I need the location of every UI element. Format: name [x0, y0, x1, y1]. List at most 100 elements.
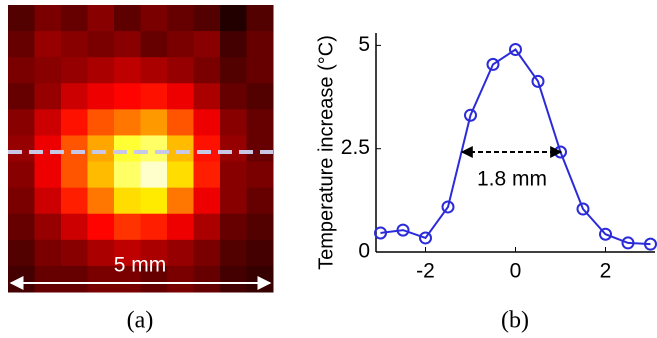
- heat-cell: [167, 83, 194, 110]
- line: [381, 50, 651, 245]
- heat-cell: [247, 188, 274, 215]
- heat-cell: [220, 5, 247, 32]
- fwhm-label: 1.8 mm: [477, 168, 547, 191]
- heat-cell: [247, 109, 274, 136]
- heat-cell: [220, 57, 247, 84]
- caption: (a): [127, 308, 154, 334]
- heat-cell: [35, 109, 62, 136]
- heat-cell: [194, 83, 221, 110]
- heat-cell: [8, 5, 35, 32]
- heat-cell: [194, 162, 221, 189]
- heat-cell: [61, 214, 88, 241]
- heat-cell: [114, 5, 141, 32]
- heat-cell: [220, 83, 247, 110]
- heat-cell: [167, 214, 194, 241]
- heat-cell: [8, 266, 35, 293]
- heat-cell: [88, 135, 115, 162]
- heat-cell: [141, 31, 168, 58]
- heat-cell: [220, 162, 247, 189]
- heat-cell: [141, 214, 168, 241]
- heat-cell: [35, 162, 62, 189]
- heat-cell: [220, 31, 247, 58]
- heat-cell: [8, 214, 35, 241]
- heat-cell: [61, 162, 88, 189]
- heat-cell: [194, 214, 221, 241]
- y-axis-label: Temperature increase (°C): [315, 35, 337, 270]
- heat-cell: [141, 57, 168, 84]
- heat-cell: [141, 5, 168, 32]
- heat-cell: [194, 5, 221, 32]
- heat-cell: [141, 109, 168, 136]
- heat-cell: [247, 31, 274, 58]
- y-tick-label: 0: [358, 240, 370, 263]
- heat-cell: [114, 83, 141, 110]
- heat-cell: [247, 266, 274, 293]
- figure: (a) (b) 5 mm02.55-202Temperature increas…: [0, 0, 657, 338]
- heat-cell: [35, 214, 62, 241]
- heat-cell: [114, 31, 141, 58]
- heat-cell: [114, 57, 141, 84]
- heat-cell: [114, 214, 141, 241]
- heat-cell: [114, 188, 141, 215]
- heat-cell: [88, 188, 115, 215]
- heat-cell: [220, 109, 247, 136]
- y-tick-label: 5: [358, 33, 370, 56]
- heat-cell: [167, 57, 194, 84]
- heat-cell: [141, 83, 168, 110]
- heat-cell: [167, 31, 194, 58]
- heat-cell: [61, 57, 88, 84]
- heat-cell: [88, 214, 115, 241]
- heat-cell: [88, 83, 115, 110]
- heat-cell: [167, 188, 194, 215]
- x-tick-label: 2: [600, 260, 612, 283]
- heat-cell: [114, 109, 141, 136]
- heat-cell: [141, 188, 168, 215]
- heat-cell: [8, 135, 35, 162]
- heat-cell: [35, 5, 62, 32]
- heat-cell: [61, 109, 88, 136]
- x-tick-label: -2: [416, 260, 435, 283]
- heat-cell: [35, 135, 62, 162]
- heat-cell: [141, 135, 168, 162]
- heat-cell: [88, 31, 115, 58]
- x-tick-label: 0: [510, 260, 522, 283]
- heat-cell: [220, 188, 247, 215]
- heat-cell: [247, 214, 274, 241]
- heat-cell: [194, 188, 221, 215]
- heat-cell: [247, 162, 274, 189]
- heat-cell: [61, 240, 88, 267]
- heat-cell: [247, 5, 274, 32]
- heat-cell: [88, 240, 115, 267]
- heat-cell: [8, 31, 35, 58]
- heat-cell: [194, 266, 221, 293]
- heat-cell: [61, 5, 88, 32]
- heat-cell: [167, 266, 194, 293]
- heat-cell: [194, 109, 221, 136]
- heat-cell: [114, 135, 141, 162]
- heat-cell: [247, 135, 274, 162]
- heat-cell: [88, 266, 115, 293]
- caption: (b): [501, 308, 529, 334]
- heat-cell: [167, 162, 194, 189]
- heat-cell: [8, 83, 35, 110]
- heat-cell: [220, 214, 247, 241]
- heat-cell: [88, 5, 115, 32]
- heat-cell: [194, 240, 221, 267]
- heat-cell: [61, 188, 88, 215]
- heat-cell: [35, 57, 62, 84]
- heat-cell: [8, 162, 35, 189]
- heat-cell: [220, 135, 247, 162]
- heat-cell: [35, 266, 62, 293]
- heat-cell: [35, 188, 62, 215]
- heat-cell: [141, 162, 168, 189]
- heat-cell: [194, 135, 221, 162]
- heat-cell: [8, 188, 35, 215]
- heat-cell: [194, 57, 221, 84]
- heat-cell: [220, 266, 247, 293]
- heat-cell: [247, 240, 274, 267]
- heat-cell: [35, 240, 62, 267]
- heat-cell: [88, 162, 115, 189]
- heat-cell: [8, 240, 35, 267]
- heat-cell: [61, 83, 88, 110]
- heat-cell: [88, 109, 115, 136]
